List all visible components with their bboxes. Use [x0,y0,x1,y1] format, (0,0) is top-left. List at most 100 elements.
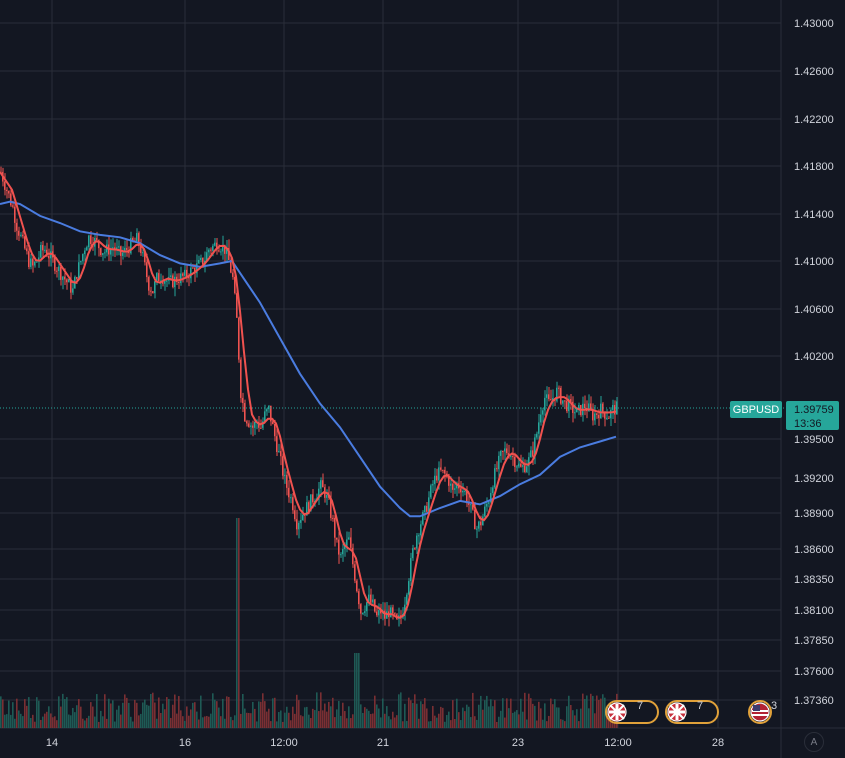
volume-bar [162,703,164,728]
volume-bar [296,694,298,728]
volume-bar [510,698,512,728]
candle-body [514,456,516,467]
candle-body [210,249,212,251]
volume-bar [204,716,206,728]
volume-bar [504,717,506,728]
volume-bar [178,696,180,728]
economic-events[interactable]: 7 7 3 [605,700,777,724]
volume-bar [512,712,514,728]
volume-bar [160,712,162,728]
time-tick-label: 23 [512,737,524,749]
candle-body [292,497,294,511]
volume-bar [408,697,410,728]
candle-body [418,535,420,537]
candle-body [200,257,202,260]
candle-body [372,599,374,603]
candle-body [112,247,114,249]
volume-bar [560,719,562,728]
volume-bar [348,706,350,728]
volume-bar [24,699,26,728]
volume-bar [70,715,72,728]
candle-body [232,272,234,277]
volume-bar [262,693,264,728]
candle-body [576,408,578,413]
auto-scale-button[interactable]: A [804,732,824,752]
candle-body [602,403,604,412]
candle-body [236,293,238,318]
volume-bar [446,715,448,728]
candle-body [126,247,128,250]
candle-body [408,581,410,595]
volume-bar [598,700,600,728]
uk-flag-event-marker[interactable]: 7 [605,700,659,724]
candle-body [494,468,496,488]
price-tick-label: 1.38900 [794,508,834,520]
volume-bar [388,716,390,728]
volume-bar [116,709,118,728]
candle-body [334,518,336,538]
candle-body [308,502,310,512]
volume-bar [490,699,492,728]
candle-body [482,516,484,526]
volume-bar [30,717,32,728]
uk-flag-event-marker[interactable]: 7 [665,700,719,724]
volume-bar [452,700,454,728]
volume-bar [358,653,360,728]
volume-bar [420,701,422,728]
time-axis[interactable]: 14 16 12:00 21 23 12:00 28 [46,737,724,749]
candle-body [354,564,356,581]
volume-bar [44,713,46,728]
volume-bar [380,717,382,728]
candle-body [590,403,592,409]
volume-bar [156,718,158,728]
event-count: 7 [697,700,703,712]
volume-bar [22,716,24,728]
symbol-badge[interactable]: GBPUSD [730,401,782,418]
volume-bar [266,711,268,728]
volume-bar [480,695,482,728]
volume-bar [190,709,192,728]
volume-bar [482,709,484,728]
volume-bar [258,701,260,728]
time-tick-label: 21 [377,737,389,749]
volume-bar [522,711,524,728]
price-tick-label: 1.37600 [794,666,834,678]
volume-bar [38,700,40,728]
candle-body [258,421,260,428]
candle-body [198,259,200,264]
volume-bar [122,702,124,728]
volume-bar [304,707,306,728]
volume-bar [170,717,172,728]
candle-body [500,451,502,456]
price-axis[interactable]: 1.43000 1.42600 1.42200 1.41800 1.41400 1.410… [794,18,834,707]
event-group-outline [665,700,719,724]
volume-bar [588,708,590,728]
candle-body [22,234,24,237]
candle-body [144,252,146,263]
volume-bar [602,694,604,728]
volume-bar [174,694,176,728]
volume-bar [590,693,592,728]
candle-body [40,245,42,258]
candle-body [362,612,364,614]
volume-bar [8,700,10,728]
volume-bar [468,706,470,728]
volume-bar [14,718,16,728]
volume-bar [182,716,184,728]
volume-bar [606,714,608,728]
volume-bar [434,715,436,728]
volume-bar [384,713,386,728]
candle-body [572,401,574,413]
candle-body [270,405,272,422]
volume-bar [508,708,510,728]
volume-bar [288,712,290,728]
volume-bar [34,721,36,728]
time-tick-label: 16 [179,737,191,749]
us-flag-event-marker[interactable]: 3 [748,700,777,724]
volume-bar [104,694,106,728]
volume-bar [312,708,314,728]
price-badge[interactable]: 1.39759 13:36 [786,401,839,430]
volume-bar [254,708,256,728]
